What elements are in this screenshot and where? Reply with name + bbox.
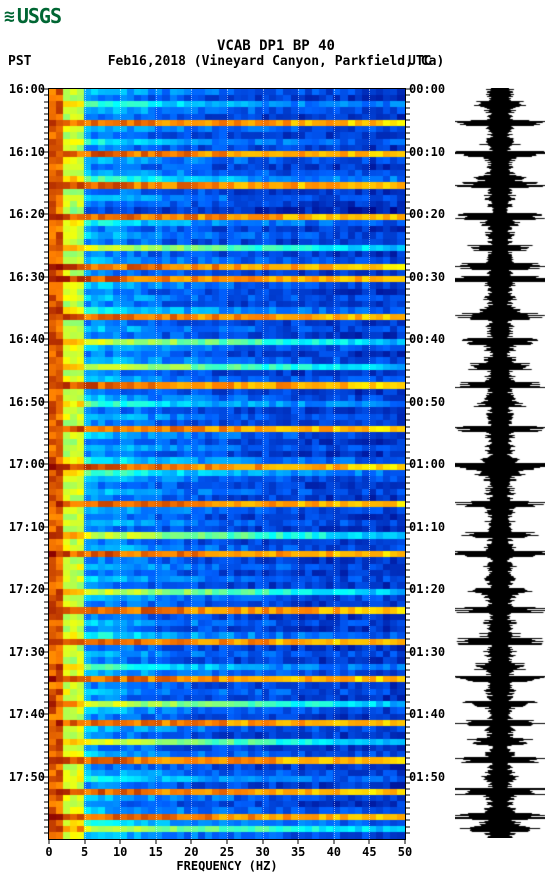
left-tz-label: PST (8, 54, 31, 69)
waveform-canvas (455, 88, 545, 838)
y-right-tick-label: 01:00 (409, 457, 445, 471)
x-axis-title: FREQUENCY (HZ) (176, 859, 277, 873)
x-tick-label: 5 (81, 845, 88, 859)
x-tick-label: 45 (362, 845, 376, 859)
x-tick-label: 20 (184, 845, 198, 859)
y-left-tick-label: 17:00 (9, 457, 45, 471)
y-left-tick-label: 16:10 (9, 145, 45, 159)
x-tick-label: 15 (149, 845, 163, 859)
y-right-tick-label: 01:50 (409, 770, 445, 784)
y-left-tick-label: 17:40 (9, 707, 45, 721)
x-tick-label: 40 (327, 845, 341, 859)
y-right-tick-label: 00:00 (409, 82, 445, 96)
y-left-tick-label: 17:50 (9, 770, 45, 784)
title-block: VCAB DP1 BP 40 Feb16,2018 (Vineyard Cany… (0, 38, 552, 69)
y-right-tick-label: 00:30 (409, 270, 445, 284)
y-right-tick-label: 01:20 (409, 582, 445, 596)
x-tick-label: 25 (220, 845, 234, 859)
y-left-tick-label: 17:30 (9, 645, 45, 659)
waveform-plot (455, 88, 545, 838)
y-left-tick-label: 16:50 (9, 395, 45, 409)
x-tick-label: 50 (398, 845, 412, 859)
x-tick-label: 30 (255, 845, 269, 859)
x-tick-label: 10 (113, 845, 127, 859)
chart-title: VCAB DP1 BP 40 (0, 38, 552, 54)
y-left-tick-label: 17:10 (9, 520, 45, 534)
logo-text: USGS (17, 4, 61, 28)
y-right-tick-label: 00:40 (409, 332, 445, 346)
y-left-tick-label: 16:00 (9, 82, 45, 96)
usgs-logo: ≋ USGS (4, 4, 61, 28)
y-left-tick-label: 16:20 (9, 207, 45, 221)
y-right-tick-label: 00:20 (409, 207, 445, 221)
x-tick-label: 35 (291, 845, 305, 859)
y-right-tick-label: 00:10 (409, 145, 445, 159)
container: ≋ USGS VCAB DP1 BP 40 Feb16,2018 (Vineya… (0, 0, 552, 893)
x-tick-label: 0 (45, 845, 52, 859)
y-right-tick-label: 01:30 (409, 645, 445, 659)
y-left-tick-label: 16:30 (9, 270, 45, 284)
chart-subtitle: Feb16,2018 (Vineyard Canyon, Parkfield, … (0, 54, 552, 69)
logo-wave-icon: ≋ (4, 6, 15, 27)
spectrogram-plot: 16:0000:0016:1000:1016:2000:2016:3000:30… (48, 88, 406, 840)
y-right-tick-label: 01:10 (409, 520, 445, 534)
y-left-tick-label: 17:20 (9, 582, 45, 596)
y-left-tick-label: 16:40 (9, 332, 45, 346)
right-tz-label: UTC (408, 54, 431, 69)
y-right-tick-label: 00:50 (409, 395, 445, 409)
y-right-tick-label: 01:40 (409, 707, 445, 721)
spectrogram-canvas (49, 89, 405, 839)
